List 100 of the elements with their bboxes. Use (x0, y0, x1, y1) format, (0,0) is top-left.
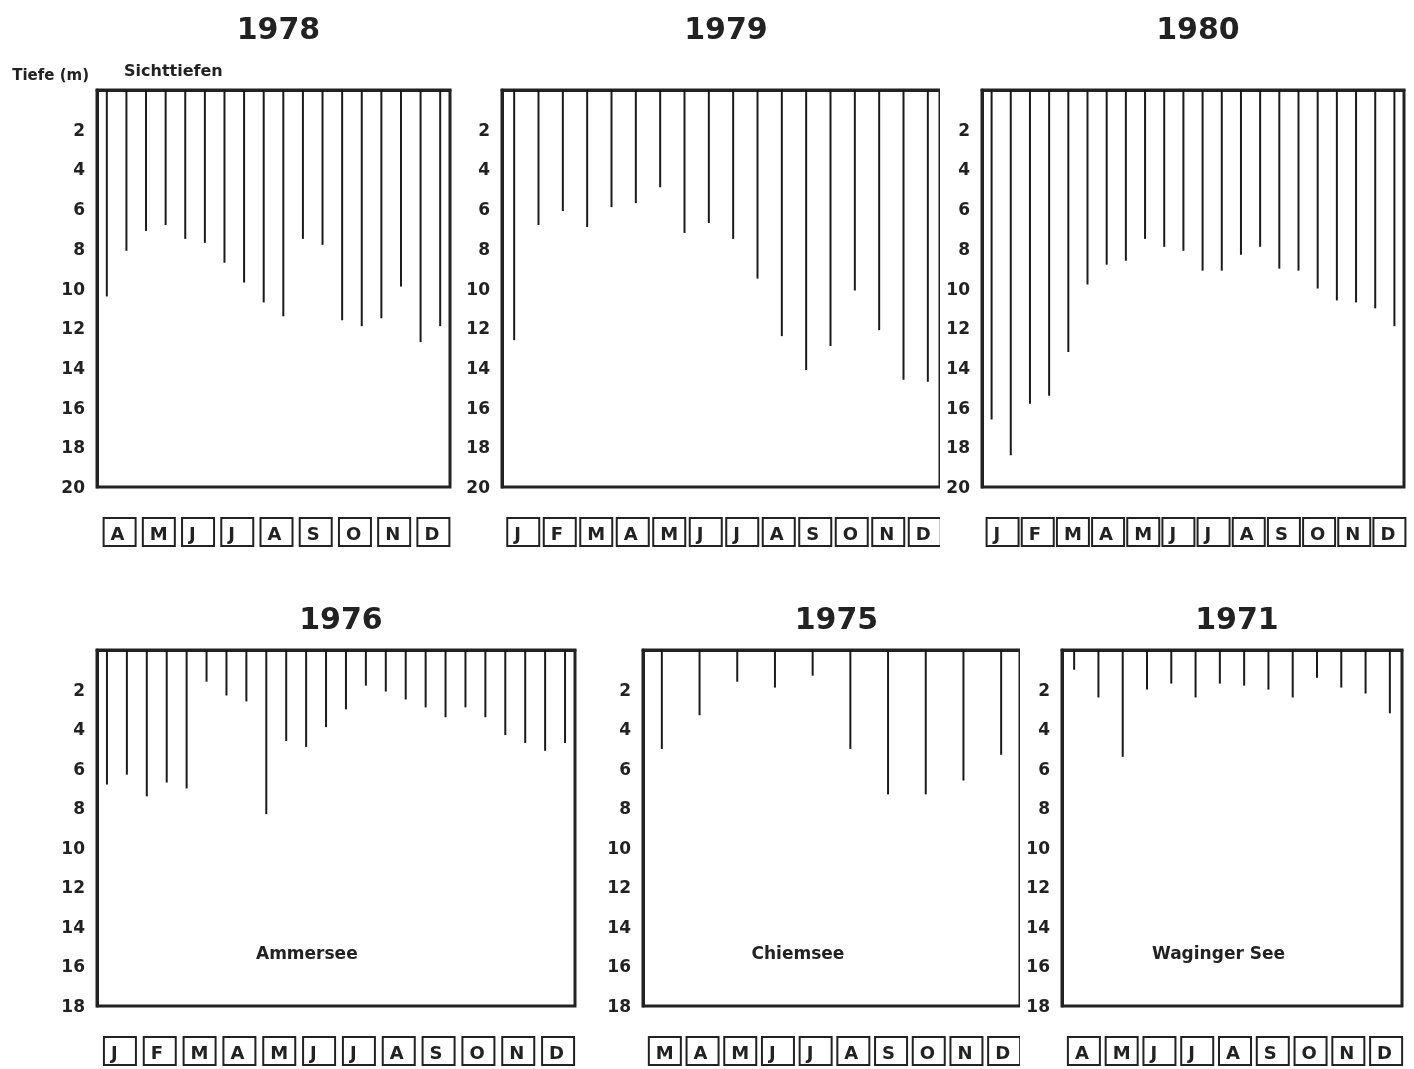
y-tick-label: 2 (1038, 679, 1050, 700)
text: M (731, 1041, 750, 1063)
text: Chiemsee (751, 942, 845, 963)
y-tick-label: 16 (466, 397, 490, 418)
text: F (150, 1041, 164, 1063)
y-tick-label: 12 (607, 877, 631, 898)
y-tick-label: 6 (1038, 758, 1050, 779)
text: S (806, 522, 820, 544)
text: O (1301, 1041, 1317, 1063)
text: J (804, 1041, 814, 1063)
text: S (429, 1041, 443, 1063)
text: D (915, 522, 931, 544)
text: A (623, 522, 638, 544)
text: J (1202, 522, 1212, 544)
text: M (190, 1041, 209, 1063)
chart-subtitle: Sichttiefen (124, 60, 223, 80)
text: Waginger See (1152, 942, 1286, 963)
y-tick-label: 4 (73, 719, 86, 740)
y-tick-label: 10 (607, 837, 632, 858)
y-tick-label: 18 (946, 437, 970, 458)
text: O (345, 522, 362, 544)
y-tick-label: 18 (61, 996, 85, 1016)
text: A (1226, 1041, 1240, 1063)
y-tick-label: 8 (958, 238, 970, 259)
y-tick-label: 8 (73, 798, 85, 819)
text: M (655, 1041, 674, 1063)
text: O (842, 522, 859, 544)
text: O (919, 1041, 936, 1063)
text: N (879, 522, 895, 544)
text: M (587, 522, 606, 544)
y-tick-label: 4 (1038, 719, 1051, 740)
y-tick-label: 16 (946, 397, 970, 418)
text: Ammersee (256, 942, 358, 963)
text: J (1186, 1041, 1195, 1063)
y-tick-label: 10 (466, 278, 491, 299)
text: S (882, 1041, 896, 1063)
text: O (469, 1041, 485, 1063)
text: N (957, 1041, 973, 1063)
text: M (149, 522, 168, 544)
y-tick-label: 16 (607, 956, 631, 977)
text: D (1380, 522, 1396, 544)
text: N (1345, 522, 1361, 544)
y-tick-label: 18 (1026, 996, 1050, 1016)
y-tick-label: 4 (478, 159, 491, 180)
text: M (270, 1041, 289, 1063)
text: M (1134, 522, 1153, 544)
y-tick-label: 6 (478, 199, 490, 220)
text: J (347, 1041, 357, 1063)
text: J (108, 1041, 118, 1063)
y-tick-label: 16 (61, 397, 85, 418)
text: D (549, 1041, 565, 1063)
text: A (267, 522, 282, 544)
y-tick-label: 16 (1026, 956, 1050, 977)
y-tick-label: 14 (1026, 916, 1051, 937)
y-axis-title: Tiefe (m) (12, 65, 89, 84)
text: A (230, 1041, 245, 1063)
chart-title: 1971 (1195, 600, 1279, 636)
text: J (766, 1041, 776, 1063)
text: J (731, 522, 740, 544)
chart-title: 1979 (684, 10, 768, 46)
y-tick-label: 18 (466, 437, 490, 458)
y-tick-label: 20 (61, 477, 86, 497)
text: A (844, 1041, 859, 1063)
chart-title: 1975 (794, 600, 879, 636)
text: J (187, 522, 196, 544)
text: J (512, 522, 521, 544)
y-tick-label: 14 (607, 916, 632, 937)
y-tick-label: 10 (61, 278, 86, 299)
text: M (660, 522, 679, 544)
text: N (1339, 1041, 1355, 1063)
chart-title: 1976 (299, 600, 383, 636)
text: J (308, 1041, 317, 1063)
text: O (1310, 522, 1326, 544)
y-tick-label: 6 (958, 199, 970, 220)
y-tick-label: 12 (946, 318, 970, 339)
chart-title: 1978 (236, 10, 321, 46)
y-tick-label: 2 (619, 679, 631, 700)
text: F (1028, 522, 1042, 544)
y-tick-label: 12 (1026, 877, 1050, 898)
y-tick-label: 8 (478, 238, 490, 259)
text: A (769, 522, 784, 544)
text: A (1074, 1041, 1089, 1063)
text: S (1263, 1041, 1277, 1063)
y-tick-label: 2 (958, 119, 970, 140)
y-tick-label: 2 (478, 119, 490, 140)
text: J (991, 522, 1001, 544)
y-tick-label: 4 (73, 159, 86, 180)
y-tick-label: 18 (607, 996, 631, 1016)
y-tick-label: 14 (466, 357, 491, 378)
y-tick-label: 18 (61, 437, 85, 458)
text: J (1148, 1041, 1158, 1063)
y-tick-label: 8 (73, 238, 85, 259)
text: F (550, 522, 564, 544)
y-tick-label: 4 (619, 719, 632, 740)
text: S (1274, 522, 1288, 544)
text: M (1063, 522, 1082, 544)
text: N (509, 1041, 525, 1063)
text: S (306, 522, 320, 544)
y-tick-label: 4 (958, 159, 971, 180)
text: J (694, 522, 704, 544)
